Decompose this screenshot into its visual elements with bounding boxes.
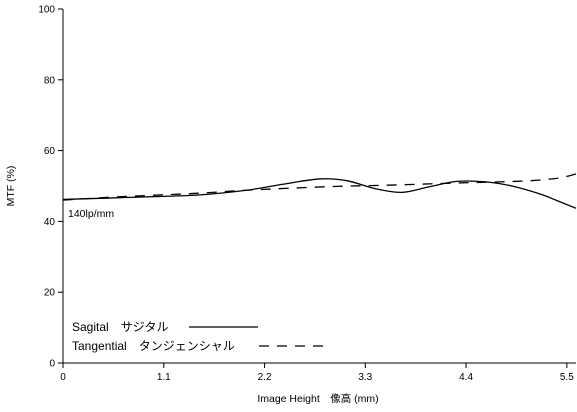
y-tick-label: 40 xyxy=(44,217,56,228)
x-tick-label: 5.5 xyxy=(560,372,574,383)
y-tick-label: 80 xyxy=(44,75,56,86)
series xyxy=(62,173,577,209)
x-tick-label: 0 xyxy=(60,372,66,383)
frequency-annotation: 140lp/mm xyxy=(68,208,114,220)
x-tick-label: 1.1 xyxy=(157,372,171,383)
y-axis-title: MTF (%) xyxy=(5,166,17,207)
x-tick-label: 3.3 xyxy=(358,372,372,383)
x-axis-title: Image Height 像高 (mm) xyxy=(257,392,378,405)
y-tick-label: 60 xyxy=(44,146,56,157)
series-line-tangential xyxy=(62,173,577,201)
axes xyxy=(62,9,576,364)
series-line-sagital xyxy=(62,178,577,209)
legend-label-sagital: Sagital サジタル xyxy=(72,320,168,334)
legend-label-tangential: Tangential タンジェンシャル xyxy=(72,339,235,353)
y-tick-label: 0 xyxy=(49,359,55,370)
y-tick-label: 100 xyxy=(38,5,55,16)
y-tick-label: 20 xyxy=(44,288,56,299)
legend: Sagital サジタル Tangential タンジェンシャル xyxy=(72,320,325,353)
ticks: 0 20 40 60 80 100 0 1.1 2.2 3.3 4.4 5.5 xyxy=(38,5,574,384)
x-tick-label: 2.2 xyxy=(258,372,272,383)
x-tick-label: 4.4 xyxy=(459,372,473,383)
